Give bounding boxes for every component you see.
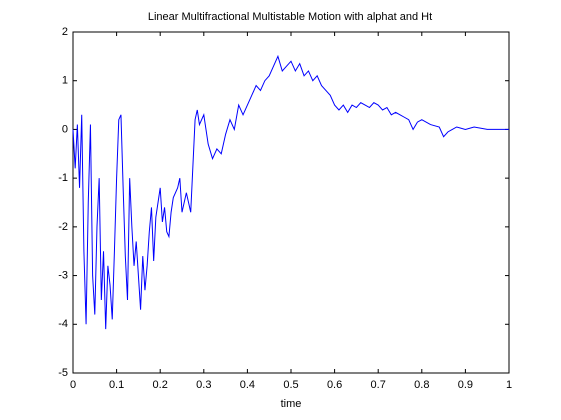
y-tick-label: -2: [58, 221, 68, 233]
x-tick-label: 0.8: [414, 379, 429, 391]
x-tick-label: 1: [506, 379, 512, 391]
x-axis-label: time: [281, 398, 302, 410]
x-tick-label: 0.6: [327, 379, 342, 391]
chart-title: Linear Multifractional Multistable Motio…: [148, 11, 432, 23]
plot-frame: [72, 31, 510, 374]
x-tick-label: 0.5: [283, 379, 298, 391]
x-tick-label: 0.9: [458, 379, 473, 391]
data-line: [72, 54, 509, 330]
x-tick-label: 0.4: [240, 379, 255, 391]
y-tick-label: 0: [62, 123, 68, 135]
x-tick-label: 0.2: [153, 379, 168, 391]
x-tick-label: 0.7: [371, 379, 386, 391]
y-tick-label: -1: [58, 172, 68, 184]
y-tick-label: -4: [58, 318, 68, 330]
x-tick-label: 0.3: [196, 379, 211, 391]
x-tick-label: 0: [70, 379, 76, 391]
y-tick-label: 2: [62, 26, 68, 38]
y-tick-label: -3: [58, 269, 68, 281]
y-tick-label: -5: [58, 367, 68, 379]
y-tick-label: 1: [62, 75, 68, 87]
x-tick-label: 0.1: [109, 379, 124, 391]
